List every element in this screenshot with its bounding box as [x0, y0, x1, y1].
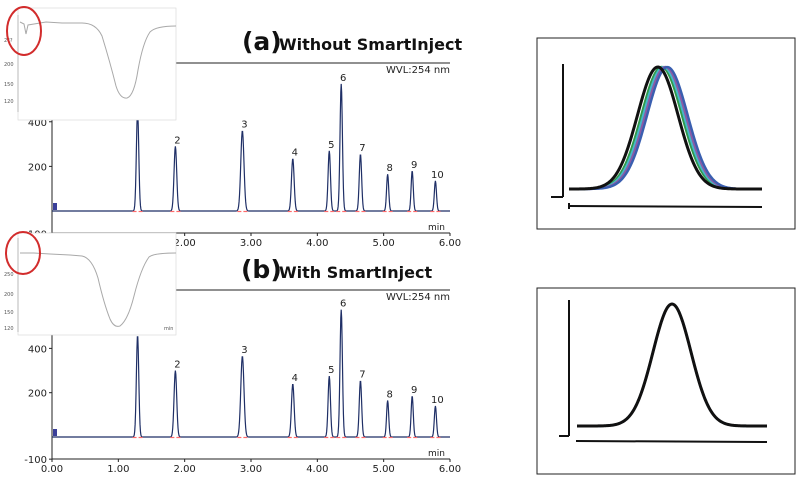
x-tick-label: 1.00 — [107, 464, 129, 475]
peak-label: 10 — [431, 170, 444, 181]
peak-label: 5 — [328, 140, 334, 151]
y-tick-label: 400 — [28, 344, 47, 355]
panel-a-x-unit: min — [428, 223, 445, 233]
x-tick-label: 5.00 — [373, 238, 395, 249]
x-tick-label: 6.00 — [439, 464, 461, 475]
panel-b-title-letter: (b) — [241, 255, 282, 284]
peak-label: 6 — [340, 73, 346, 84]
panel-a-inset: 2?? 200 150 120 — [4, 6, 177, 121]
x-tick-label: 2.00 — [174, 238, 196, 249]
panel-b-title: With SmartInject — [279, 263, 432, 282]
peak-label: 7 — [359, 143, 365, 154]
zoom-a-overlay-peaks — [569, 65, 762, 191]
panel-b-injection-marker — [53, 429, 57, 436]
panel-b-red-circle — [5, 231, 41, 275]
x-tick-label: 3.00 — [240, 238, 262, 249]
x-tick-label: 2.00 — [174, 464, 196, 475]
panel-b-y-ticks: -100 200 400 — [24, 344, 52, 466]
zoom-b-x-axis — [575, 440, 768, 443]
panel-a-inset-tick-3: 120 — [4, 99, 14, 105]
panel-b-inset-tick-2: 150 — [4, 310, 14, 316]
panel-b: (b) With SmartInject WVL:254 nm -100 200 4… — [4, 231, 461, 475]
overlay-peak-series — [569, 65, 762, 191]
panel-b-peak-labels: 12345678910 — [136, 299, 443, 406]
y-tick-label: 400 — [28, 118, 47, 129]
overlay-peak-series — [577, 302, 767, 428]
panel-b-x-ticks: 0.00 1.00 2.00 3.00 4.00 5.00 6.00 — [41, 459, 461, 475]
x-tick-label: 0.00 — [41, 464, 63, 475]
x-tick-label: 4.00 — [306, 464, 328, 475]
y-tick-label: 200 — [28, 389, 47, 400]
panel-b-inset-x-unit: min — [164, 326, 173, 332]
x-tick-label: 6.00 — [439, 238, 461, 249]
panel-a-title: Without SmartInject — [279, 35, 462, 54]
panel-b-inset-tick-3: 120 — [4, 326, 14, 332]
panel-a-inset-frame — [17, 7, 177, 121]
panel-b-inset: 250 200 150 120 min — [4, 231, 177, 336]
peak-label: 8 — [386, 163, 392, 174]
panel-b-x-unit: min — [428, 449, 445, 459]
peak-label: 6 — [340, 299, 346, 310]
panel-a-red-circle — [6, 6, 42, 56]
panel-a-inset-tick-1: 200 — [4, 62, 14, 68]
y-tick-label: -100 — [24, 455, 47, 466]
peak-label: 7 — [359, 370, 365, 381]
peak-label: 10 — [431, 395, 444, 406]
panel-a-inset-trace — [19, 21, 177, 99]
panel-a-peak-labels: 12345678910 — [136, 73, 443, 181]
peak-label: 3 — [241, 345, 247, 356]
panel-a: (a) Without SmartInject WVL:254 nm -1002… — [4, 6, 462, 249]
peak-label: 9 — [411, 385, 417, 396]
panel-b-wavelength: WVL:254 nm — [386, 292, 450, 303]
x-tick-label: 5.00 — [373, 464, 395, 475]
y-tick-label: 200 — [28, 162, 47, 173]
panel-b-inset-tick-1: 200 — [4, 292, 14, 298]
peak-label: 5 — [328, 365, 334, 376]
peak-label: 2 — [174, 135, 180, 146]
panel-a-title-letter: (a) — [242, 27, 282, 56]
peak-label: 4 — [292, 148, 298, 159]
zoom-b-frame — [536, 287, 796, 475]
panel-b-inset-trace — [20, 252, 177, 327]
zoom-b — [536, 287, 796, 475]
zoom-b-overlay-peaks — [577, 302, 767, 428]
panel-b-inset-frame — [17, 232, 177, 336]
panel-a-injection-marker — [53, 203, 57, 210]
peak-label: 8 — [386, 389, 392, 400]
x-tick-label: 4.00 — [306, 238, 328, 249]
panel-a-wavelength: WVL:254 nm — [386, 65, 450, 76]
peak-label: 4 — [292, 373, 298, 384]
peak-label: 3 — [241, 120, 247, 131]
zoom-a — [536, 37, 796, 230]
peak-label: 9 — [411, 160, 417, 171]
panel-a-inset-tick-2: 150 — [4, 82, 14, 88]
x-tick-label: 3.00 — [240, 464, 262, 475]
panel-b-inset-tick-0: 250 — [4, 272, 14, 278]
zoom-a-x-axis — [568, 205, 763, 208]
peak-label: 2 — [174, 360, 180, 371]
